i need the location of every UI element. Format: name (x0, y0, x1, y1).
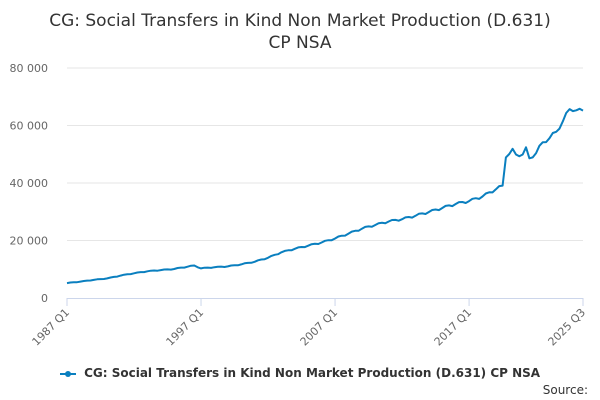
chart-title-line-1: CG: Social Transfers in Kind Non Market … (49, 11, 551, 31)
source-label[interactable]: Source: (542, 383, 588, 397)
y-tick-label: 0 (41, 292, 48, 305)
x-tick-labels: 1987 Q1 1997 Q1 2007 Q1 2017 Q1 2025 Q3 (30, 306, 589, 349)
legend-swatch-icon (59, 370, 76, 377)
y-tick-labels: 0 20 000 40 000 60 000 80 000 (10, 62, 49, 305)
y-tick-label: 80 000 (10, 62, 49, 75)
x-tick-label: 2025 Q3 (546, 306, 589, 349)
chart-title-line-2: CP NSA (268, 33, 332, 53)
legend-label: CG: Social Transfers in Kind Non Market … (84, 366, 541, 380)
series (66, 107, 584, 285)
y-tick-label: 40 000 (10, 177, 49, 190)
x-tick-label: 1987 Q1 (30, 306, 73, 349)
y-tick-label: 20 000 (10, 235, 49, 248)
legend[interactable]: CG: Social Transfers in Kind Non Market … (0, 366, 600, 380)
chart-title: CG: Social Transfers in Kind Non Market … (0, 10, 600, 54)
x-tick-label: 2017 Q1 (432, 306, 475, 349)
axes (66, 298, 584, 306)
x-tick-label: 1997 Q1 (164, 306, 207, 349)
series-line-0[interactable] (66, 107, 584, 285)
grid-lines (67, 67, 583, 241)
y-tick-label: 60 000 (10, 120, 49, 133)
x-tick-label: 2007 Q1 (298, 306, 341, 349)
